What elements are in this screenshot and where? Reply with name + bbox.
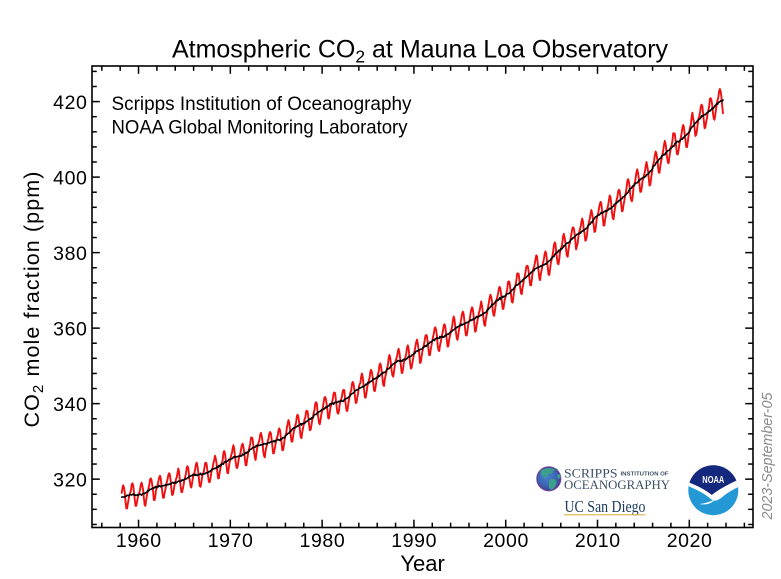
svg-text:380: 380 [53,243,87,265]
svg-text:2020: 2020 [667,530,713,552]
svg-text:INSTITUTION OF: INSTITUTION OF [621,472,670,478]
svg-text:1990: 1990 [391,530,437,552]
svg-text:NOAA Global Monitoring Laborat: NOAA Global Monitoring Laboratory [112,117,408,139]
svg-text:2010: 2010 [575,530,621,552]
svg-text:Year: Year [400,551,444,576]
svg-text:Scripps Institution of Oceanog: Scripps Institution of Oceanography [112,93,412,115]
svg-text:2023-September-05: 2023-September-05 [760,393,776,521]
svg-text:340: 340 [53,394,87,416]
svg-text:1970: 1970 [208,530,254,552]
svg-text:1980: 1980 [300,530,346,552]
svg-text:420: 420 [53,92,87,114]
svg-text:Atmospheric CO2 at Mauna Loa O: Atmospheric CO2 at Mauna Loa Observatory [172,36,669,67]
svg-text:360: 360 [53,319,87,341]
svg-text:SCRIPPS: SCRIPPS [564,466,618,481]
svg-text:1960: 1960 [116,530,162,552]
svg-text:NOAA: NOAA [702,474,724,486]
svg-text:400: 400 [53,168,87,190]
svg-text:2000: 2000 [483,530,529,552]
svg-text:CO2 mole fraction (ppm): CO2 mole fraction (ppm) [20,170,47,427]
svg-text:OCEANOGRAPHY: OCEANOGRAPHY [564,477,671,492]
svg-text:320: 320 [53,470,87,492]
svg-text:UC San Diego: UC San Diego [565,497,646,516]
